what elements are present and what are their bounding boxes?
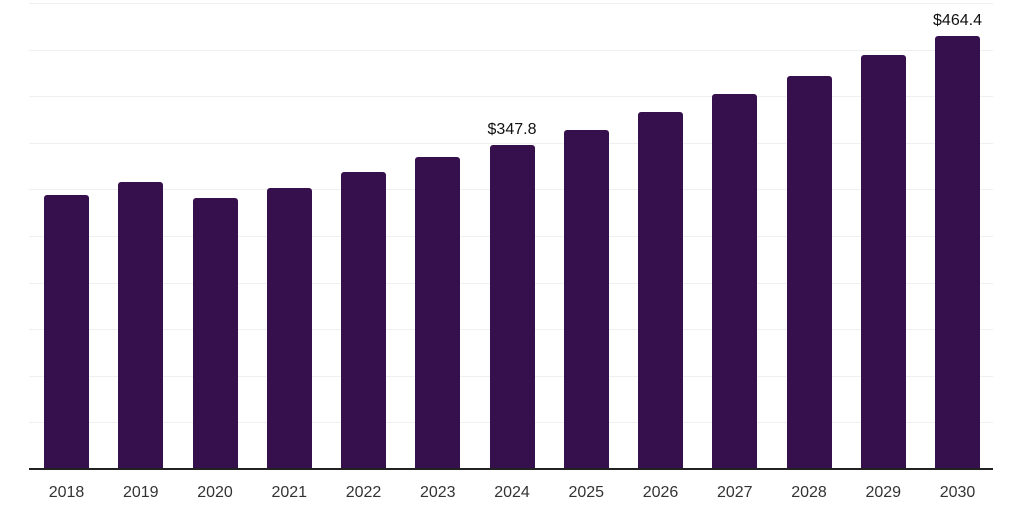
- bar-group: [266, 187, 312, 469]
- x-tick-label: 2021: [271, 484, 308, 501]
- gridline: [29, 142, 993, 144]
- bar-group: [786, 75, 832, 469]
- bar-group: [638, 112, 683, 469]
- x-tick-label: 2026: [642, 484, 679, 501]
- gridline: [29, 3, 993, 4]
- bar-value-label: $464.4: [933, 12, 982, 30]
- bar: [118, 181, 164, 469]
- bar: [415, 156, 461, 469]
- x-tick-label: 2022: [345, 484, 382, 501]
- x-tick-label: 2025: [568, 484, 605, 501]
- bar-group: [192, 197, 238, 469]
- bar: [638, 112, 683, 469]
- x-tick-label: 2018: [48, 484, 85, 501]
- bar-group: $464.4: [933, 13, 982, 469]
- x-axis-line: [29, 468, 993, 470]
- bar: [563, 129, 609, 469]
- bar-group: [712, 94, 758, 469]
- x-tick-label: 2023: [419, 484, 456, 501]
- bar-value-label: $347.8: [487, 120, 537, 138]
- bar: [341, 171, 386, 469]
- x-tick-label: 2030: [939, 484, 976, 501]
- bar: [860, 55, 906, 469]
- bar-group: [118, 181, 164, 469]
- gridline: [29, 49, 993, 51]
- bar: [44, 195, 89, 469]
- bar: [266, 187, 312, 469]
- bar-group: $347.8: [488, 121, 536, 469]
- x-tick-label: 2020: [197, 484, 233, 501]
- bar: [786, 75, 832, 469]
- x-tick-label: 2019: [122, 484, 159, 501]
- bar-group: [341, 171, 386, 469]
- bar-group: [860, 55, 906, 469]
- x-axis-tick-labels: 2018 2019 2020 2021 2022 2023 2024 2025 2026 2027…: [29, 484, 993, 502]
- x-tick-label: 2029: [865, 484, 902, 501]
- bar: [489, 144, 535, 469]
- x-tick-label: 2028: [791, 484, 827, 501]
- bars-row: $347.8 $464.4: [29, 3, 993, 469]
- gridline: [29, 96, 993, 98]
- x-tick-label: 2024: [494, 484, 530, 501]
- bar: [192, 197, 238, 469]
- bar-group: [415, 156, 461, 469]
- x-tick-label: 2027: [716, 484, 753, 501]
- bar-group: [44, 195, 89, 469]
- plot-area: $347.8 $464.4: [29, 3, 993, 469]
- bar: [712, 94, 758, 469]
- bar: [935, 36, 980, 469]
- bar-group: [563, 129, 609, 469]
